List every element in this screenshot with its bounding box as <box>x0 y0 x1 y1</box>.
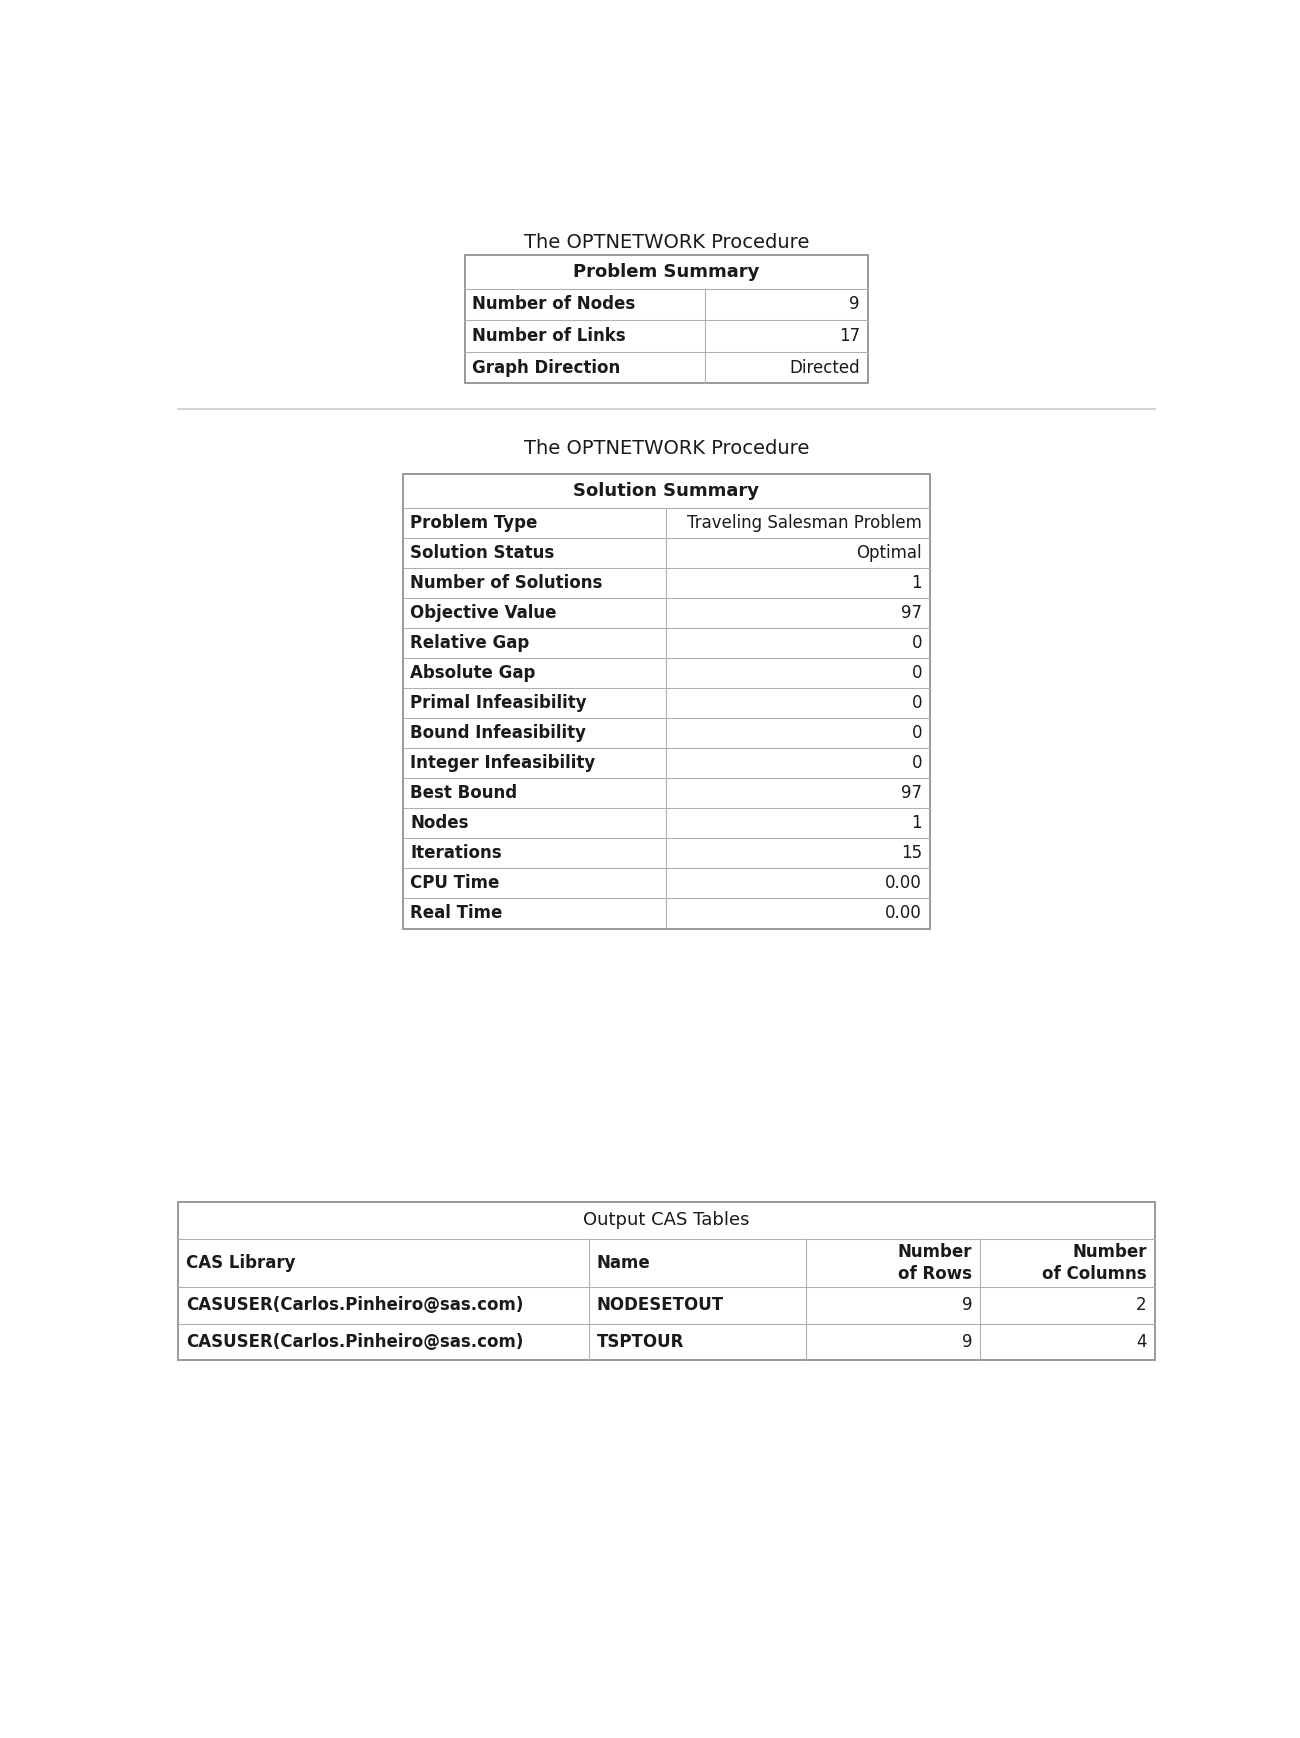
Text: Problem Summary: Problem Summary <box>573 262 759 282</box>
Text: CAS Library: CAS Library <box>186 1253 295 1272</box>
Text: Objective Value: Objective Value <box>411 605 556 622</box>
Text: 0: 0 <box>911 664 922 683</box>
Text: Number
of Rows: Number of Rows <box>898 1243 972 1283</box>
Text: 17: 17 <box>838 327 861 346</box>
Text: 0.00: 0.00 <box>885 904 922 923</box>
Bar <box>403 474 930 928</box>
Text: Solution Status: Solution Status <box>411 544 555 561</box>
Text: CASUSER(Carlos.Pinheiro@sas.com): CASUSER(Carlos.Pinheiro@sas.com) <box>186 1297 523 1314</box>
Text: Name: Name <box>597 1253 650 1272</box>
Text: Traveling Salesman Problem: Traveling Salesman Problem <box>688 514 922 532</box>
Text: 0: 0 <box>911 754 922 772</box>
Text: 97: 97 <box>901 784 922 803</box>
Text: Solution Summary: Solution Summary <box>573 481 759 501</box>
Text: 97: 97 <box>901 605 922 622</box>
Text: 0.00: 0.00 <box>885 874 922 893</box>
Text: Absolute Gap: Absolute Gap <box>411 664 536 683</box>
Text: 9: 9 <box>849 295 861 313</box>
Text: Iterations: Iterations <box>411 845 502 862</box>
Text: 2: 2 <box>1136 1297 1147 1314</box>
Text: Real Time: Real Time <box>411 904 503 923</box>
Text: The OPTNETWORK Procedure: The OPTNETWORK Procedure <box>524 438 809 457</box>
Text: 9: 9 <box>962 1297 972 1314</box>
Text: CASUSER(Carlos.Pinheiro@sas.com): CASUSER(Carlos.Pinheiro@sas.com) <box>186 1333 523 1350</box>
Text: Directed: Directed <box>789 358 861 377</box>
Text: Nodes: Nodes <box>411 815 469 833</box>
Text: 1: 1 <box>911 815 922 833</box>
Text: 15: 15 <box>901 845 922 862</box>
Bar <box>178 1203 1154 1361</box>
Text: TSPTOUR: TSPTOUR <box>597 1333 684 1350</box>
Text: Problem Type: Problem Type <box>411 514 538 532</box>
Text: CPU Time: CPU Time <box>411 874 500 893</box>
Text: Bound Infeasibility: Bound Infeasibility <box>411 725 586 742</box>
Text: Number of Solutions: Number of Solutions <box>411 574 603 593</box>
Text: Number of Nodes: Number of Nodes <box>472 295 636 313</box>
Text: 0: 0 <box>911 725 922 742</box>
Text: 9: 9 <box>962 1333 972 1350</box>
Text: Output CAS Tables: Output CAS Tables <box>582 1211 750 1229</box>
Text: The OPTNETWORK Procedure: The OPTNETWORK Procedure <box>524 233 809 252</box>
Text: Relative Gap: Relative Gap <box>411 634 530 652</box>
Text: Best Bound: Best Bound <box>411 784 517 803</box>
Bar <box>178 1203 1154 1361</box>
Text: Graph Direction: Graph Direction <box>472 358 621 377</box>
Text: Integer Infeasibility: Integer Infeasibility <box>411 754 595 772</box>
Text: 0: 0 <box>911 693 922 713</box>
Text: 0: 0 <box>911 634 922 652</box>
Text: 1: 1 <box>911 574 922 593</box>
Text: Number of Links: Number of Links <box>472 327 627 346</box>
Bar <box>465 255 868 384</box>
Text: Optimal: Optimal <box>857 544 922 561</box>
Text: Number
of Columns: Number of Columns <box>1043 1243 1147 1283</box>
Text: Primal Infeasibility: Primal Infeasibility <box>411 693 588 713</box>
Text: NODESETOUT: NODESETOUT <box>597 1297 724 1314</box>
Bar <box>465 255 868 384</box>
Bar <box>403 474 930 928</box>
Text: 4: 4 <box>1136 1333 1147 1350</box>
